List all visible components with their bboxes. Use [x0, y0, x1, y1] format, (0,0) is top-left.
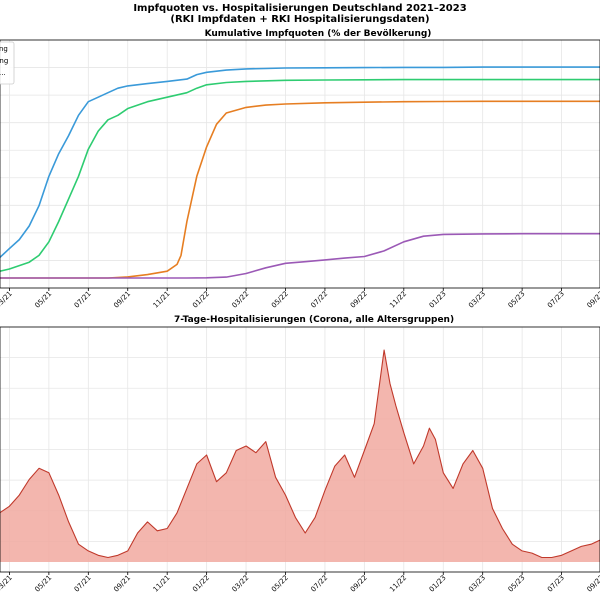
- impfquoten-series: [0, 66, 600, 279]
- x-tick-label: 09/22: [349, 574, 369, 594]
- impfquoten-panel: Kumulative Impfquoten (% der Bevölkerung…: [0, 29, 600, 310]
- hospitalisierungen-series: [0, 349, 600, 562]
- hospitalisierungen-panel: 7-Tage-Hospitalisierungen (Corona, alle …: [0, 315, 600, 594]
- x-tick-label: 05/21: [33, 574, 53, 594]
- x-tick-label: 11/21: [152, 290, 172, 310]
- x-tick-label: 01/22: [191, 574, 211, 594]
- legend-box: [0, 41, 15, 85]
- x-tick-label: 03/22: [231, 574, 251, 594]
- x-tick-label: 05/23: [507, 574, 527, 594]
- x-tick-label: 07/21: [73, 290, 93, 310]
- x-tick-label: 11/22: [388, 290, 408, 310]
- x-tick-label: 01/23: [428, 290, 448, 310]
- hospitalisierungen-area: [0, 350, 600, 562]
- hospitalisierungen-title: 7-Tage-Hospitalisierungen (Corona, alle …: [174, 315, 454, 325]
- x-tick-label: 09/23: [585, 574, 600, 594]
- x-tick-label: 03/23: [467, 290, 487, 310]
- hospitalisierungen-x-axis: 03/21 05/21 07/21 09/21 11/21 01/22 03/22 05/22…: [0, 572, 600, 594]
- legend-entry-2: ung: [0, 57, 8, 65]
- x-tick-label: 03/21: [0, 574, 14, 594]
- series-line-purple: [0, 232, 600, 279]
- figure-title: Impfquoten vs. Hospitalisierungen Deutsc…: [0, 3, 600, 25]
- x-tick-label: 03/21: [0, 290, 14, 310]
- series-line-green: [0, 78, 600, 272]
- x-tick-label: 09/23: [585, 290, 600, 310]
- x-tick-label: 07/21: [73, 574, 93, 594]
- x-tick-label: 05/21: [33, 290, 53, 310]
- x-tick-label: 11/22: [388, 574, 408, 594]
- legend-entry-1: ng: [0, 45, 8, 53]
- hospitalisierungen-frame: [0, 326, 600, 573]
- impfquoten-legend: ng ung ...: [0, 41, 15, 85]
- impfquoten-title: Kumulative Impfquoten (% der Bevölkerung…: [205, 29, 432, 39]
- x-tick-label: 01/23: [428, 574, 448, 594]
- x-tick-label: 09/21: [112, 290, 132, 310]
- x-tick-label: 05/22: [270, 574, 290, 594]
- series-line-orange: [0, 100, 600, 279]
- x-tick-label: 01/22: [191, 290, 211, 310]
- x-tick-label: 03/23: [467, 574, 487, 594]
- x-tick-label: 05/22: [270, 290, 290, 310]
- x-tick-label: 03/22: [231, 290, 251, 310]
- impfquoten-frame: [0, 39, 600, 289]
- figure-title-line1: Impfquoten vs. Hospitalisierungen Deutsc…: [133, 3, 467, 14]
- figure-title-line2: (RKI Impfdaten + RKI Hospitalisierungsda…: [170, 14, 430, 25]
- x-tick-label: 05/23: [507, 290, 527, 310]
- x-tick-label: 07/22: [309, 574, 329, 594]
- x-tick-label: 11/21: [152, 574, 172, 594]
- impfquoten-x-axis: 03/21 05/21 07/21 09/21 11/21 01/22 03/22 05/22…: [0, 288, 600, 310]
- x-tick-label: 07/23: [546, 290, 566, 310]
- x-tick-label: 07/23: [546, 574, 566, 594]
- x-tick-label: 07/22: [309, 290, 329, 310]
- series-line-hosp_line: [0, 349, 600, 559]
- impfquoten-grid: [0, 40, 600, 288]
- x-tick-label: 09/22: [349, 290, 369, 310]
- x-tick-label: 09/21: [112, 574, 132, 594]
- legend-entry-3: ...: [0, 69, 6, 77]
- series-line-blue: [0, 66, 600, 259]
